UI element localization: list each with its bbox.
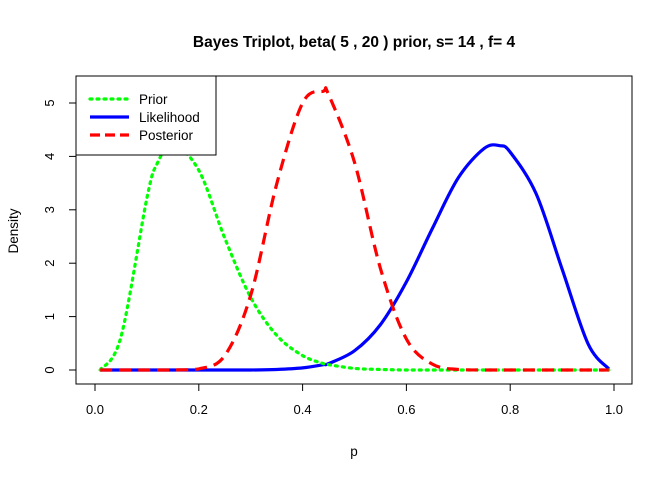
x-tick-label: 0.8 — [501, 402, 519, 417]
x-axis-title: p — [350, 444, 358, 459]
series-line-likelihood — [100, 143, 611, 372]
y-tick-label: 4 — [42, 153, 57, 160]
legend: Prior Likelihood Posterior — [75, 75, 217, 156]
x-tick-label: 0.4 — [294, 402, 312, 417]
series-line-posterior — [100, 86, 609, 372]
y-tick-label: 0 — [42, 366, 57, 373]
legend-label-posterior: Posterior — [139, 128, 194, 143]
y-tick-label: 5 — [42, 99, 57, 106]
legend-label-prior: Prior — [139, 92, 168, 107]
x-tick-label: 1.0 — [605, 402, 623, 417]
y-tick-label: 3 — [42, 206, 57, 213]
x-tick-label: 0.6 — [397, 402, 415, 417]
x-tick-label: 0.2 — [190, 402, 208, 417]
y-tick-label: 1 — [42, 313, 57, 320]
series-line-prior — [98, 143, 611, 372]
legend-label-likelihood: Likelihood — [139, 110, 200, 125]
y-tick-label: 2 — [42, 260, 57, 267]
x-tick-label: 0.0 — [86, 402, 104, 417]
chart-title: Bayes Triplot, beta( 5 , 20 ) prior, s= … — [193, 34, 516, 51]
y-axis-title: Density — [6, 208, 21, 253]
